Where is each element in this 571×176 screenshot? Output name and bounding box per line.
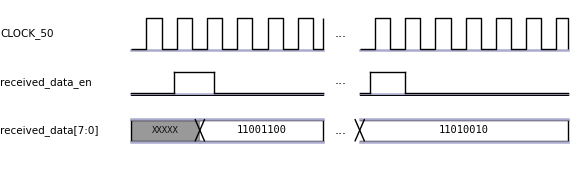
Text: received_data_en: received_data_en (0, 77, 92, 88)
Text: 11001100: 11001100 (236, 125, 286, 135)
Text: 11010010: 11010010 (439, 125, 489, 135)
Bar (131, 120, 200, 141)
Text: CLOCK_50: CLOCK_50 (0, 28, 54, 39)
Bar (360, 120, 568, 141)
Text: ...: ... (335, 27, 347, 40)
Text: ...: ... (335, 74, 347, 87)
Text: ...: ... (335, 124, 347, 137)
Bar (200, 120, 323, 141)
Text: XXXXX: XXXXX (152, 126, 179, 135)
Text: received_data[7:0]: received_data[7:0] (0, 125, 99, 136)
